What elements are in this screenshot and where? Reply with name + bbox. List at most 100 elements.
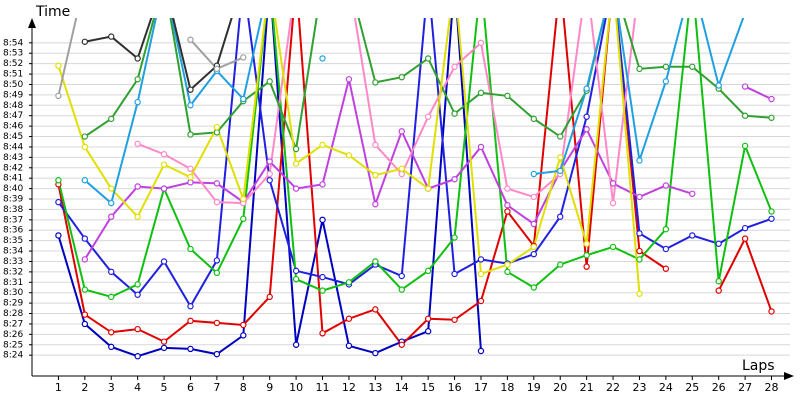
point — [81, 320, 89, 328]
y-tick-label: 8:33 — [3, 257, 23, 267]
point — [134, 140, 141, 148]
y-tick-label: 8:36 — [3, 226, 23, 236]
point — [504, 208, 511, 215]
series-line — [57, 18, 482, 358]
point — [266, 158, 273, 165]
point — [240, 332, 247, 339]
y-tick-label: 8:27 — [3, 319, 23, 329]
y-tick-label: 8:47 — [3, 111, 23, 121]
point — [662, 265, 670, 272]
point — [504, 268, 511, 276]
point — [398, 286, 405, 293]
y-tick-label: 8:42 — [3, 163, 23, 173]
point — [240, 95, 247, 103]
y-tick-label: 8:24 — [3, 351, 23, 361]
point — [266, 170, 273, 178]
point — [398, 165, 405, 173]
point — [477, 89, 485, 97]
series-line — [57, 18, 772, 309]
y-tick-label: 8:32 — [3, 267, 23, 277]
point — [583, 126, 590, 133]
point — [715, 287, 722, 294]
y-tick-label: 8:52 — [3, 59, 23, 69]
point — [636, 256, 643, 263]
y-tick-label: 8:53 — [3, 49, 23, 59]
x-tick-label: 16 — [448, 381, 462, 394]
x-tick-label: 7 — [213, 381, 220, 394]
point — [372, 201, 379, 208]
point — [689, 232, 696, 239]
point — [292, 341, 300, 348]
y-tick-label: 8:54 — [3, 38, 23, 48]
point — [187, 165, 194, 173]
point — [662, 78, 670, 85]
point — [636, 230, 643, 237]
y-tick-label: 8:41 — [3, 174, 23, 184]
point — [424, 328, 432, 335]
point — [187, 131, 194, 138]
point — [662, 225, 670, 233]
point — [583, 263, 590, 270]
point — [504, 92, 511, 100]
point — [424, 315, 432, 322]
point — [530, 115, 538, 123]
point — [81, 38, 89, 45]
series-line — [57, 18, 773, 298]
point — [768, 208, 775, 215]
y-tick-label: 8:49 — [3, 90, 23, 100]
point — [424, 185, 432, 192]
point — [583, 252, 590, 259]
point — [160, 344, 168, 352]
point — [398, 128, 405, 135]
point — [689, 190, 696, 197]
x-tick-label: 20 — [553, 381, 567, 394]
x-tick-label: 15 — [421, 381, 435, 394]
point — [134, 291, 141, 298]
point — [530, 220, 538, 228]
point — [55, 177, 62, 184]
point — [530, 170, 538, 178]
point — [134, 353, 141, 360]
point — [213, 319, 221, 327]
x-tick-label: 28 — [765, 381, 779, 394]
point — [160, 161, 168, 168]
point — [319, 216, 326, 224]
point — [451, 316, 458, 323]
plot-area — [55, 18, 775, 360]
x-tick-label: 19 — [527, 381, 541, 394]
point — [636, 193, 643, 201]
point — [372, 258, 379, 265]
point — [530, 193, 538, 201]
point — [134, 76, 141, 83]
point — [768, 215, 775, 222]
point — [213, 180, 221, 187]
point — [398, 73, 405, 81]
point — [134, 325, 141, 333]
x-tick-label: 11 — [316, 381, 330, 394]
x-tick-label: 6 — [187, 381, 194, 394]
point — [108, 185, 115, 192]
point — [530, 243, 538, 251]
x-tick-label: 4 — [134, 381, 141, 394]
point — [372, 306, 379, 313]
point — [81, 256, 89, 263]
point — [398, 272, 405, 280]
point — [768, 95, 775, 103]
x-tick-label: 27 — [738, 381, 752, 394]
point — [160, 338, 168, 345]
point — [477, 347, 485, 355]
point — [134, 281, 141, 288]
x-arrow — [784, 372, 794, 380]
point — [319, 55, 326, 62]
point — [266, 177, 273, 184]
y-tick-label: 8:48 — [3, 101, 23, 111]
point — [187, 36, 194, 43]
point — [292, 267, 300, 275]
point — [292, 185, 300, 192]
point — [213, 129, 221, 136]
y-tick-label: 8:29 — [3, 299, 23, 309]
point — [768, 308, 775, 315]
point — [557, 213, 564, 220]
x-tick-label: 9 — [266, 381, 273, 394]
